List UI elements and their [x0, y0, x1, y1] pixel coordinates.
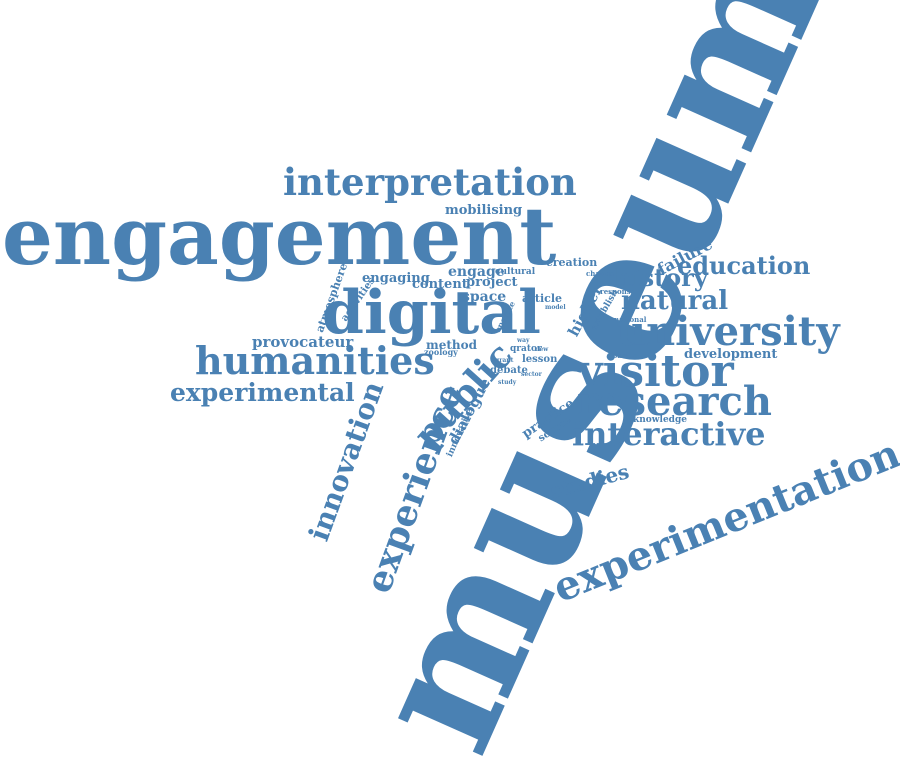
word-content: content — [412, 277, 468, 292]
word-grant: grant — [495, 357, 514, 364]
word-research: research — [577, 378, 772, 425]
word-lesson: lesson — [522, 354, 558, 365]
word-mobilising: mobilising — [445, 203, 523, 218]
word-digital: digital — [322, 278, 541, 348]
word-development: development — [684, 347, 778, 362]
word-cultural: cultural — [495, 267, 536, 277]
word-project: project — [466, 275, 518, 290]
word-debate: debate — [490, 365, 528, 376]
word-sector: sector — [521, 371, 542, 378]
word-interactive: interactive — [572, 415, 766, 453]
word-engaging: engaging — [362, 271, 430, 286]
word-new: new — [535, 346, 549, 353]
word-engagement: engagement — [2, 189, 557, 283]
word-method: method — [426, 338, 477, 352]
word-national: national — [614, 315, 647, 324]
word-education: education — [677, 251, 811, 280]
word-change: change — [586, 269, 615, 278]
word-humanities: humanities — [195, 338, 435, 383]
word-provocateur: provocateur — [252, 333, 354, 351]
word-study: study — [498, 379, 517, 386]
word-space: space — [462, 289, 507, 305]
word-interpretation: interpretation — [283, 160, 577, 204]
word-london: london — [610, 351, 638, 360]
word-university: university — [617, 308, 840, 355]
word-response: response — [600, 287, 636, 296]
word-creation: creation — [546, 256, 598, 269]
word-experimental: experimental — [170, 378, 355, 407]
word-knowledge: knowledge — [633, 415, 687, 425]
word-way: way — [517, 337, 530, 344]
word-zoology: zoology — [424, 347, 458, 357]
word-qrator: qrator — [510, 344, 542, 354]
word-visitor: visitor — [577, 346, 734, 397]
word-article: article — [522, 292, 563, 305]
word-engage: engage — [448, 264, 505, 280]
word-model: model — [545, 304, 566, 311]
word-natural: natural — [621, 286, 729, 316]
word-history: history — [614, 263, 708, 292]
